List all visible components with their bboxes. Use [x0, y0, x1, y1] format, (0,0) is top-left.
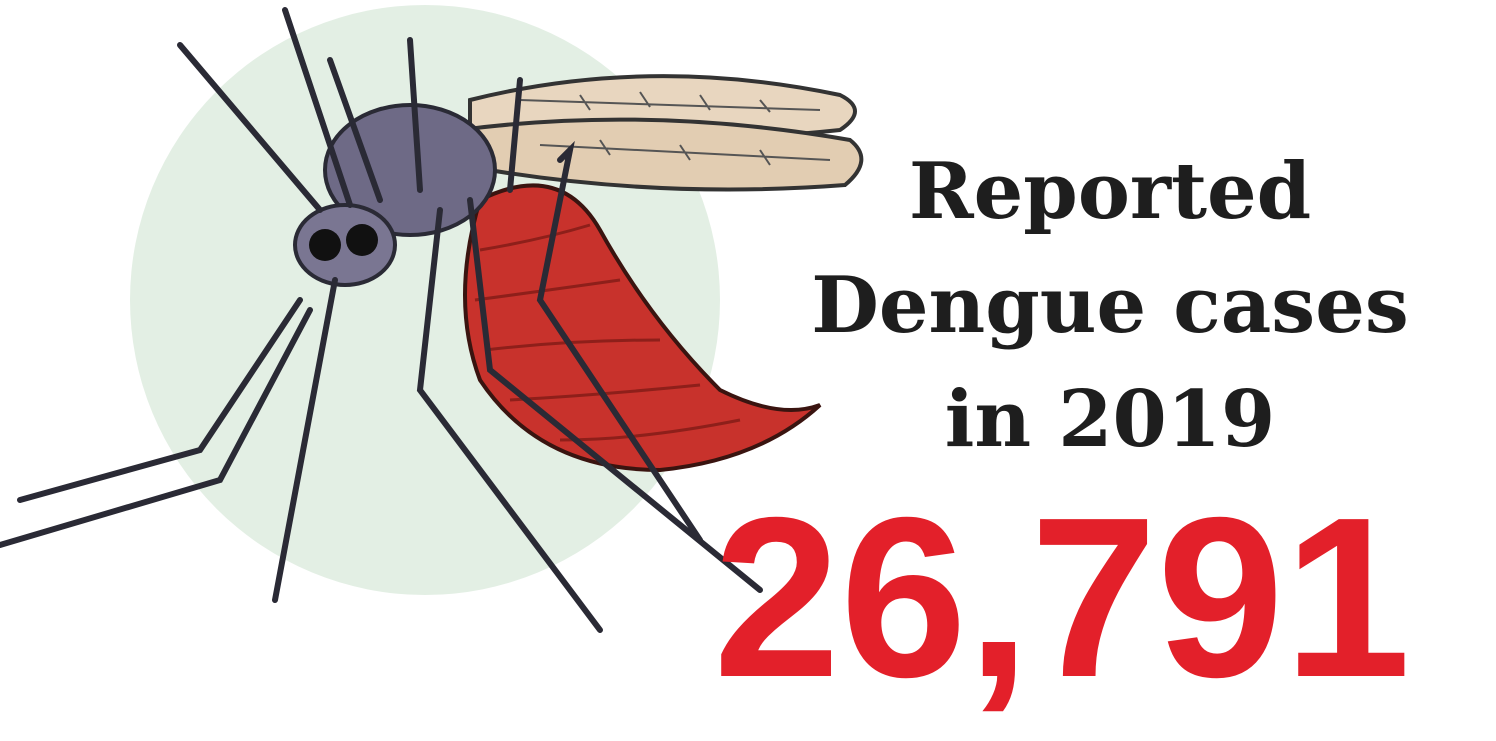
thorax	[323, 103, 497, 237]
abdomen	[463, 183, 822, 473]
case-count: 26,791	[713, 471, 1410, 725]
headline-line: in 2019	[945, 374, 1276, 465]
wing	[458, 117, 864, 192]
eye	[309, 229, 341, 261]
wing-veins	[519, 91, 831, 166]
legs	[0, 7, 763, 633]
mosquito-illustration	[0, 5, 864, 633]
headline: Reported Dengue cases in 2019	[811, 146, 1409, 465]
headline-line: Reported	[909, 146, 1311, 237]
eye	[346, 224, 378, 256]
headline-line: Dengue cases	[811, 260, 1409, 351]
head	[293, 203, 397, 287]
